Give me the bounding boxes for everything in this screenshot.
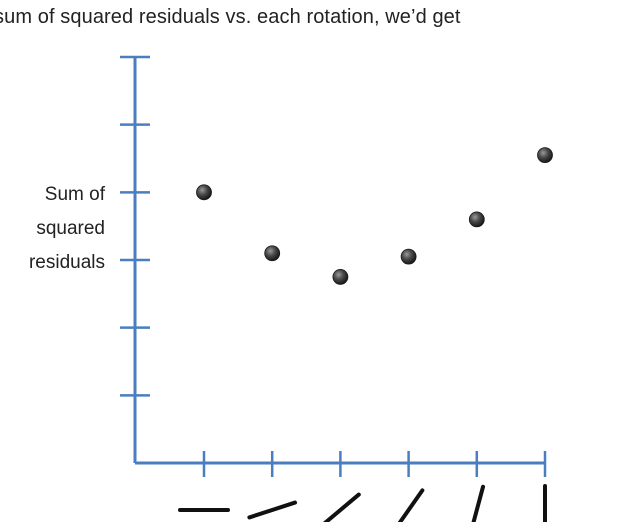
data-point-4 [400,248,417,265]
rotation-line-5 [471,484,486,522]
axes [120,55,547,477]
y-axis-label-line-2: squared [36,218,105,239]
rotation-indicators [178,484,547,522]
rotation-line-3 [322,492,361,522]
rotation-line-4 [397,488,425,522]
y-axis-label-line-1: Sum of [44,184,105,205]
y-axis-label: Sum of squared residuals [0,178,105,280]
caption-text: sum of squared residuals vs. each rotati… [0,6,461,28]
y-axis-label-line-3: residuals [28,252,105,273]
data-point-5 [468,211,485,228]
data-points [196,147,553,285]
data-point-2 [264,245,281,262]
data-point-1 [196,184,212,201]
data-point-3 [332,269,349,285]
data-point-6 [537,147,553,164]
rotation-line-2 [247,500,298,520]
